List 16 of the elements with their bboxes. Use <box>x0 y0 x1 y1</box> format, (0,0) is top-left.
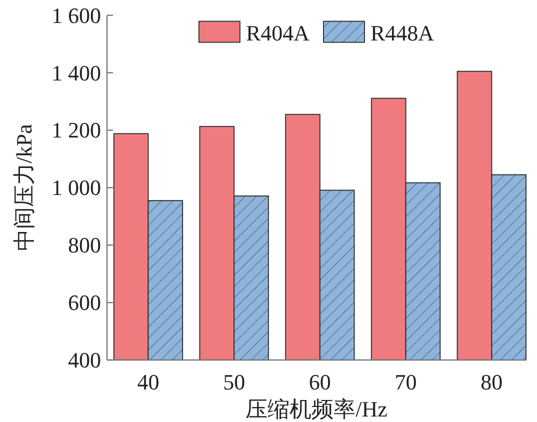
ytick: 400 <box>68 348 101 372</box>
xtick: 70 <box>394 370 417 394</box>
ytick: 800 <box>68 232 101 258</box>
ytick: 600 <box>68 290 101 316</box>
ytick: 1 400 <box>52 60 101 86</box>
legend-label: R448A <box>370 20 434 46</box>
legend-label: R404A <box>246 20 310 46</box>
xtick: 50 <box>223 370 246 394</box>
xtick: 80 <box>480 370 503 394</box>
ytick: 1 000 <box>52 175 101 200</box>
ytick: 1 200 <box>52 118 101 143</box>
ytick: 1 600 <box>52 2 101 28</box>
xtick: 40 <box>137 370 160 394</box>
xlabel: 压缩机频率/Hz <box>246 396 388 422</box>
xtick: 60 <box>308 370 331 394</box>
ylabel: 中间压力/kPa <box>12 124 36 252</box>
